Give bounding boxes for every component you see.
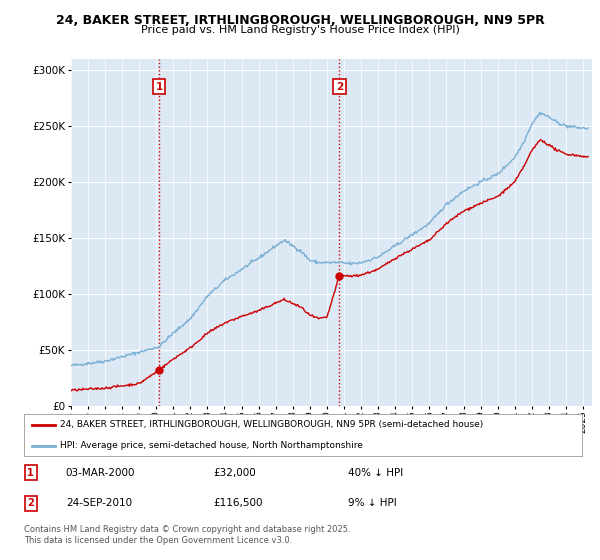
Text: £116,500: £116,500 [214, 498, 263, 508]
Text: 1: 1 [155, 82, 163, 92]
Text: 1: 1 [28, 468, 34, 478]
Text: Contains HM Land Registry data © Crown copyright and database right 2025.
This d: Contains HM Land Registry data © Crown c… [24, 525, 350, 545]
Text: Price paid vs. HM Land Registry's House Price Index (HPI): Price paid vs. HM Land Registry's House … [140, 25, 460, 35]
Text: HPI: Average price, semi-detached house, North Northamptonshire: HPI: Average price, semi-detached house,… [60, 441, 363, 450]
Text: 24, BAKER STREET, IRTHLINGBOROUGH, WELLINGBOROUGH, NN9 5PR: 24, BAKER STREET, IRTHLINGBOROUGH, WELLI… [56, 14, 544, 27]
Text: 24-SEP-2010: 24-SEP-2010 [66, 498, 132, 508]
Text: 2: 2 [336, 82, 343, 92]
Text: £32,000: £32,000 [214, 468, 256, 478]
Text: 2: 2 [28, 498, 34, 508]
Text: 9% ↓ HPI: 9% ↓ HPI [347, 498, 397, 508]
Text: 03-MAR-2000: 03-MAR-2000 [66, 468, 136, 478]
Text: 40% ↓ HPI: 40% ↓ HPI [347, 468, 403, 478]
Text: 24, BAKER STREET, IRTHLINGBOROUGH, WELLINGBOROUGH, NN9 5PR (semi-detached house): 24, BAKER STREET, IRTHLINGBOROUGH, WELLI… [60, 421, 484, 430]
